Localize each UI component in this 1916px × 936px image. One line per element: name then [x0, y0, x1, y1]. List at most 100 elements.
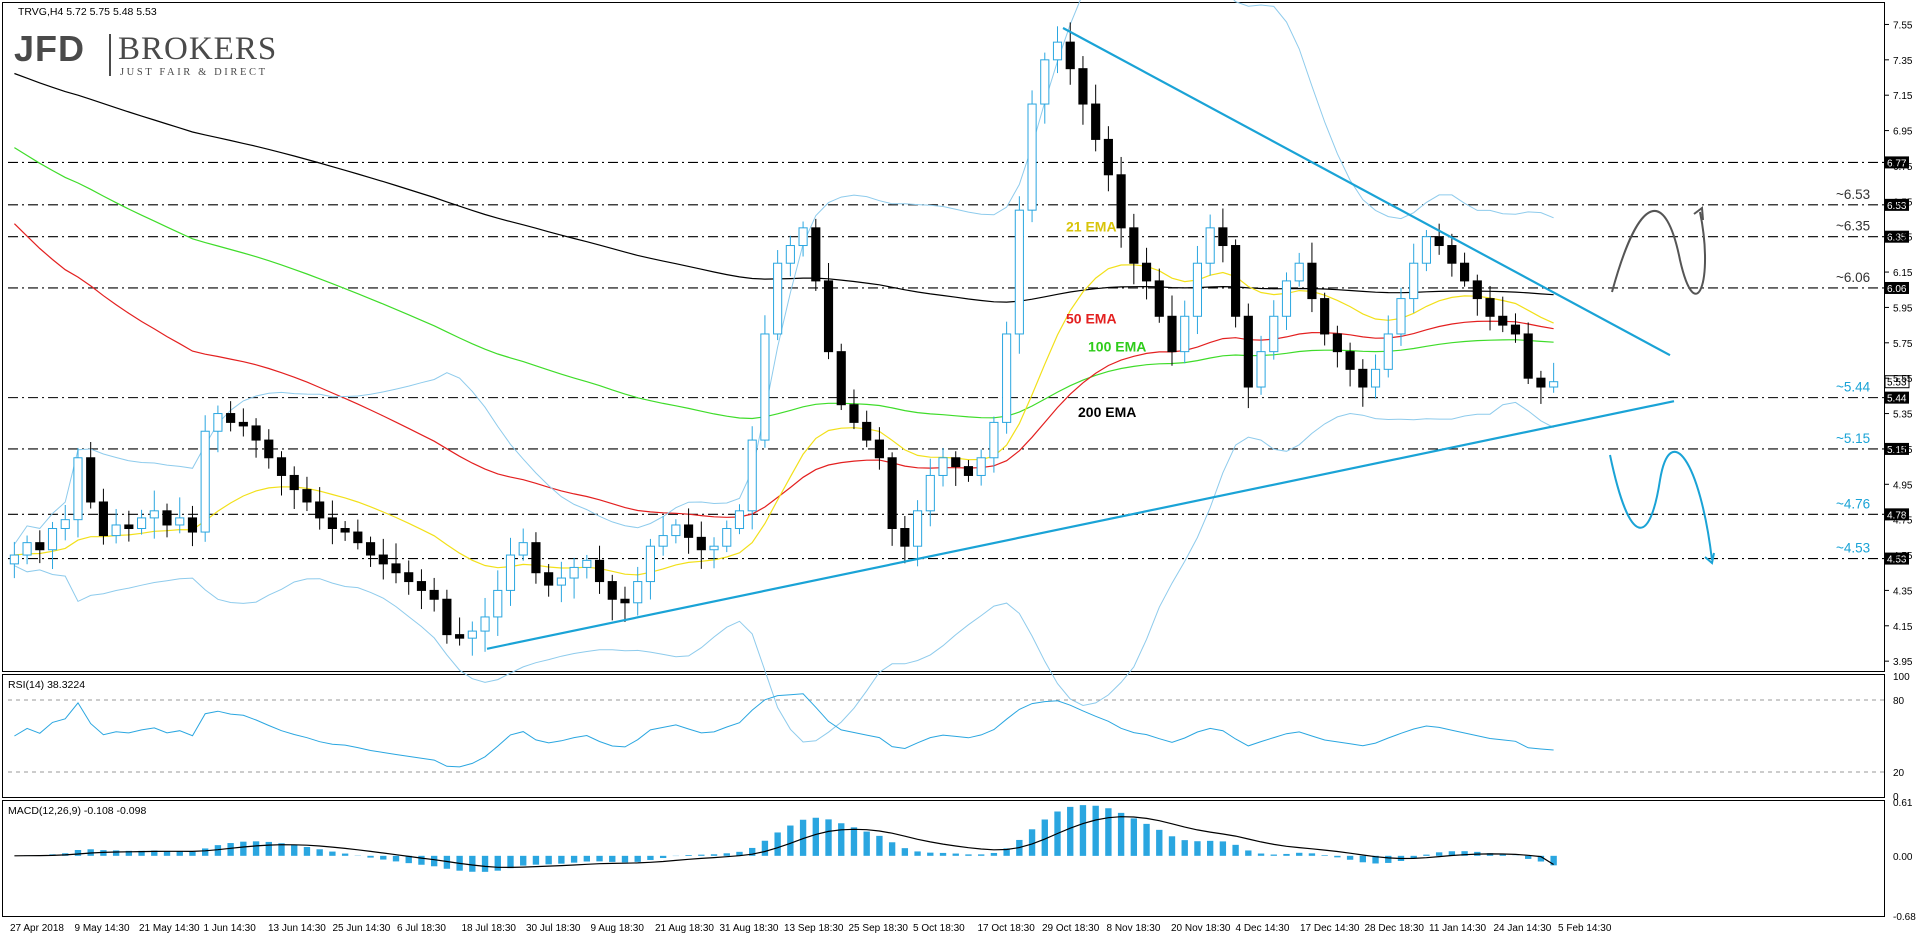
candle-body [353, 531, 363, 544]
x-tick-label: 25 Jun 14:30 [333, 923, 391, 934]
candle-body [137, 517, 147, 530]
y-tick-label: 5.75 [1893, 339, 1913, 350]
candle-body [416, 581, 427, 591]
candle-body [823, 280, 834, 353]
x-tick-label: 28 Dec 18:30 [1365, 923, 1425, 934]
candle-body [289, 474, 299, 491]
level-tag-bg [1885, 156, 1909, 169]
candle-body [35, 542, 45, 551]
x-tick-label: 24 Jan 14:30 [1494, 923, 1552, 934]
x-tick-label: 13 Jun 14:30 [268, 923, 326, 934]
candle-body [887, 457, 897, 530]
macd-panel[interactable]: 0.61 0.00 -0.682 [14, 798, 1916, 923]
x-tick-label: 5 Oct 18:30 [913, 923, 965, 934]
x-tick-label: 11 Jan 14:30 [1429, 923, 1487, 934]
x-tick-label: 5 Feb 14:30 [1558, 923, 1612, 934]
level-label: ~5.44 [1836, 380, 1871, 395]
level-label: ~6.35 [1836, 219, 1870, 234]
rsi-tick-label: 20 [1893, 768, 1905, 779]
candle-body [645, 545, 655, 583]
candle-body [1370, 368, 1381, 388]
candle-body [798, 227, 808, 247]
x-tick-label: 8 Nov 18:30 [1107, 923, 1161, 934]
candle-body [213, 413, 223, 432]
level-tag-bg [1885, 230, 1909, 243]
candle-body [1320, 298, 1330, 335]
candle-body [1040, 59, 1050, 105]
ema-annotations: 21 EMA 50 EMA 100 EMA 200 EMA [1066, 218, 1146, 420]
y-tick-label: 7.15 [1893, 91, 1913, 102]
level-tag-bg [1885, 198, 1909, 211]
candle-body [951, 457, 961, 468]
candle-body [1281, 280, 1292, 317]
candle-body [1027, 103, 1037, 211]
candle-body [1256, 351, 1266, 388]
candle-body [862, 421, 872, 441]
candle-body [1409, 262, 1419, 300]
candle-body [162, 510, 172, 526]
candle-body [1078, 68, 1088, 105]
level-label: ~6.53 [1836, 187, 1870, 202]
candle-body [175, 517, 185, 526]
level-label: ~6.06 [1836, 270, 1870, 285]
candle-body [1345, 351, 1355, 370]
x-tick-label: 21 May 14:30 [139, 923, 200, 934]
candle-body [73, 457, 83, 521]
candle-body [365, 542, 376, 556]
y-tick-label: 4.35 [1893, 586, 1913, 597]
x-tick-label: 17 Dec 14:30 [1300, 923, 1360, 934]
candle-body [734, 510, 745, 530]
price-axis: 7.55 7.35 7.15 6.95 6.75 6.55 6.35 6.15 5.95 5.75… [1885, 20, 1913, 668]
candle-body [671, 524, 681, 537]
candlesticks [9, 22, 1559, 656]
candle-body [582, 559, 592, 568]
level-tag-bg [1885, 391, 1909, 404]
triangle-trendlines [486, 27, 1675, 650]
candle-body [747, 439, 757, 512]
candle-body [1091, 103, 1101, 140]
candle-body [1141, 262, 1152, 282]
time-axis: 27 Apr 2018 9 May 14:30 21 May 14:30 1 Jun … [10, 923, 1612, 934]
bearish-scenario-path [1609, 450, 1713, 561]
macd-signal-line [14, 816, 1554, 869]
y-tick-label: 6.75 [1893, 162, 1913, 173]
candle-body [1243, 315, 1253, 388]
candle-body [22, 542, 32, 556]
candle-body [633, 581, 643, 604]
candle-body [531, 542, 541, 574]
x-tick-label: 6 Jul 18:30 [397, 923, 446, 934]
y-tick-label: 6.95 [1893, 127, 1913, 138]
candle-body [340, 528, 350, 533]
level-tag-bg [1885, 442, 1909, 455]
rsi-panel[interactable]: 100 80 20 0 [8, 672, 1910, 803]
candle-body [1332, 333, 1342, 353]
candle-body [811, 227, 821, 282]
level-tag: 6.77 [1887, 158, 1907, 169]
symbol-header: TRVG,H4 5.72 5.75 5.48 5.53 [18, 6, 157, 18]
candle-body [544, 572, 554, 586]
level-tag-bg [1885, 281, 1909, 294]
level-label: ~5.15 [1836, 431, 1870, 446]
candle-body [1218, 227, 1228, 247]
candle-body [467, 630, 477, 639]
level-label: ~4.76 [1836, 496, 1870, 511]
level-label: ~4.53 [1836, 541, 1870, 556]
scenario-arrows [1609, 206, 1715, 565]
candle-body [938, 457, 948, 476]
candle-body [86, 457, 96, 503]
x-tick-label: 30 Jul 18:30 [526, 923, 581, 934]
price-tag: 5.53 [1887, 378, 1907, 389]
ema200-line [14, 72, 1554, 303]
x-tick-label: 27 Apr 2018 [10, 923, 64, 934]
candle-body [620, 598, 630, 604]
candle-body [226, 413, 236, 423]
candle-body [378, 554, 388, 565]
candle-body [47, 528, 58, 551]
candle-body [556, 577, 566, 586]
level-tag: 6.53 [1887, 201, 1907, 212]
x-tick-label: 9 Aug 18:30 [591, 923, 645, 934]
y-tick-label: 5.55 [1893, 374, 1913, 385]
candle-body [1383, 333, 1393, 370]
y-tick-label: 4.15 [1893, 622, 1913, 633]
